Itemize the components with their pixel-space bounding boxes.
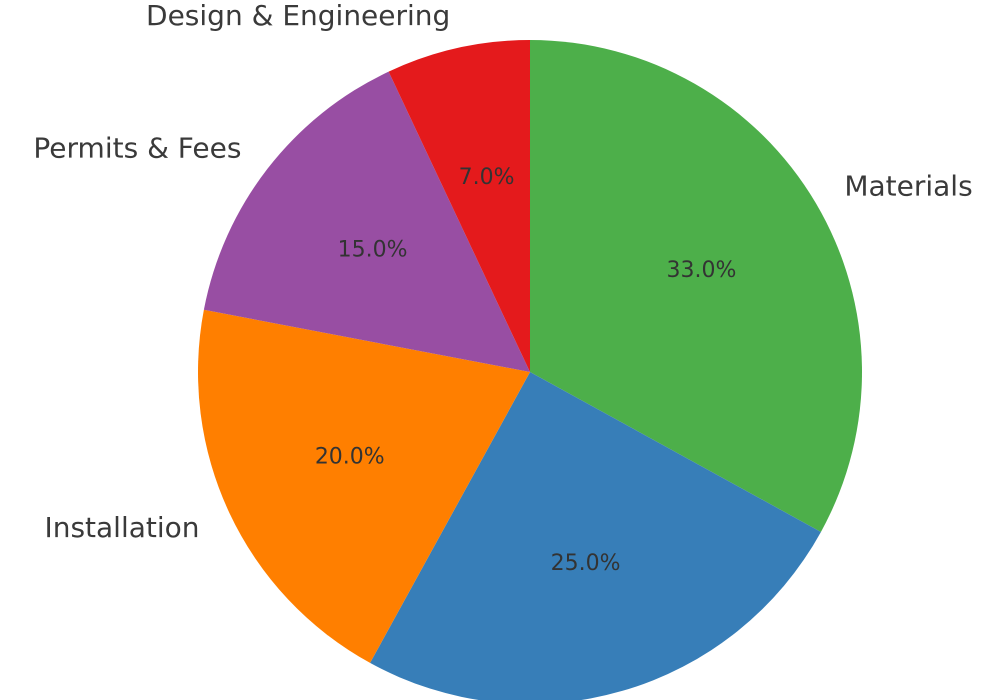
pie-slice-installation (198, 309, 530, 663)
category-label-installation: Installation (44, 511, 199, 544)
pie-slice-materials (530, 40, 862, 532)
category-label-design-and-engineering: Design & Engineering (146, 0, 450, 32)
pct-label-installation: 20.0% (315, 444, 385, 469)
percentage-labels: 33.0% 25.0% 20.0% 15.0% 7.0% (315, 165, 737, 576)
pie-slices (198, 40, 862, 700)
category-labels: Materials Installation Permits & Fees Desig… (33, 0, 972, 544)
category-label-materials: Materials (844, 170, 972, 203)
category-label-permits-and-fees: Permits & Fees (33, 132, 241, 165)
pie-slice-slice-2 (370, 372, 821, 700)
pie-slice-design-and-engineering (388, 40, 530, 372)
pct-label-permits-and-fees: 15.0% (338, 237, 408, 262)
pct-label-design-and-engineering: 7.0% (459, 165, 515, 190)
pie-slice-permits-and-fees (203, 71, 530, 372)
pct-label-slice-2: 25.0% (551, 551, 621, 576)
pct-label-materials: 33.0% (667, 258, 737, 283)
